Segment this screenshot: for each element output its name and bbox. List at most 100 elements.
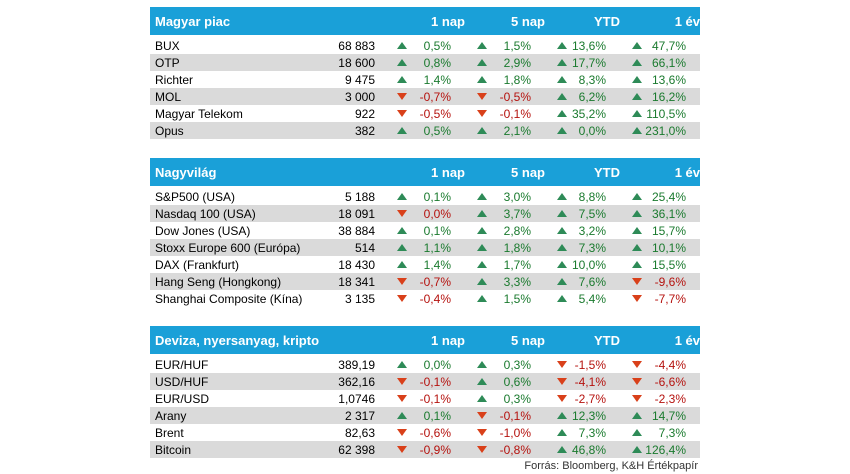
table-row: Brent 82,63 -0,6% -1,0% 7,3% 7,3% xyxy=(150,424,700,441)
triangle-up-icon xyxy=(397,227,407,234)
triangle-up-icon xyxy=(397,59,407,66)
change-percent: 0,1% xyxy=(423,408,451,423)
change-cell: 3,0% xyxy=(455,190,535,204)
change-cell: 36,1% xyxy=(610,207,690,221)
change-cell: 15,7% xyxy=(610,224,690,238)
change-cell: 3,7% xyxy=(455,207,535,221)
change-percent: 12,3% xyxy=(571,408,606,423)
table-row: EUR/HUF 389,19 0,0% 0,3% -1,5% -4,4% xyxy=(150,356,700,373)
column-header: YTD xyxy=(594,332,620,348)
change-cell: 17,7% xyxy=(535,56,610,70)
change-cell: 8,8% xyxy=(535,190,610,204)
table-row: Richter 9 475 1,4% 1,8% 8,3% 13,6% xyxy=(150,71,700,88)
triangle-up-icon xyxy=(557,412,567,419)
instrument-name: EUR/HUF xyxy=(155,357,209,372)
change-percent: 3,2% xyxy=(578,223,606,238)
triangle-up-icon xyxy=(397,127,407,134)
change-cell: -0,1% xyxy=(375,375,455,389)
change-percent: 1,7% xyxy=(503,257,531,272)
triangle-down-icon xyxy=(477,412,487,419)
instrument-value: 3 135 xyxy=(344,291,375,306)
change-cell: 2,9% xyxy=(455,56,535,70)
section-deviza-nyersanyag-kripto: Deviza, nyersanyag, kripto 1 nap 5 nap YTD 1… xyxy=(150,326,700,458)
section-spacer xyxy=(150,307,700,326)
instrument-name: Nasdaq 100 (USA) xyxy=(155,206,256,221)
triangle-up-icon xyxy=(477,244,487,251)
table-row: USD/HUF 362,16 -0,1% 0,6% -4,1% -6,6% xyxy=(150,373,700,390)
triangle-up-icon xyxy=(557,278,567,285)
triangle-up-icon xyxy=(477,395,487,402)
instrument-value: 62 398 xyxy=(338,442,375,457)
section-header: Nagyvilág 1 nap 5 nap YTD 1 év xyxy=(150,158,700,188)
market-summary-table: Magyar piac 1 nap 5 nap YTD 1 év BUX 68 883 0,5… xyxy=(150,7,700,474)
change-cell: 35,2% xyxy=(535,107,610,121)
instrument-name: Shanghai Composite (Kína) xyxy=(155,291,303,306)
change-percent: 1,5% xyxy=(503,291,531,306)
table-row: Shanghai Composite (Kína) 3 135 -0,4% 1,5% 5… xyxy=(150,290,700,307)
change-percent: -0,8% xyxy=(499,442,531,457)
change-cell: 2,8% xyxy=(455,224,535,238)
instrument-name: Magyar Telekom xyxy=(155,106,243,121)
change-percent: 0,1% xyxy=(423,223,451,238)
triangle-down-icon xyxy=(477,429,487,436)
change-cell: 7,3% xyxy=(535,426,610,440)
triangle-down-icon xyxy=(632,278,642,285)
change-percent: -0,6% xyxy=(419,425,451,440)
change-cell: 0,3% xyxy=(455,392,535,406)
change-cell: 16,2% xyxy=(610,90,690,104)
change-percent: 1,8% xyxy=(503,240,531,255)
triangle-down-icon xyxy=(397,110,407,117)
change-percent: 3,0% xyxy=(503,189,531,204)
triangle-up-icon xyxy=(477,361,487,368)
triangle-up-icon xyxy=(632,244,642,251)
change-percent: -1,5% xyxy=(574,357,606,372)
instrument-value: 362,16 xyxy=(338,374,375,389)
triangle-up-icon xyxy=(397,412,407,419)
change-percent: 0,3% xyxy=(503,357,531,372)
change-cell: 0,0% xyxy=(535,124,610,138)
change-percent: 5,4% xyxy=(578,291,606,306)
triangle-up-icon xyxy=(477,278,487,285)
change-percent: 66,1% xyxy=(651,55,686,70)
triangle-up-icon xyxy=(557,446,567,453)
triangle-up-icon xyxy=(557,193,567,200)
triangle-up-icon xyxy=(557,76,567,83)
triangle-up-icon xyxy=(557,42,567,49)
change-percent: 8,3% xyxy=(578,72,606,87)
change-percent: 7,5% xyxy=(578,206,606,221)
change-cell: 0,1% xyxy=(375,224,455,238)
change-cell: 12,3% xyxy=(535,409,610,423)
change-percent: 1,4% xyxy=(423,257,451,272)
change-cell: -6,6% xyxy=(610,375,690,389)
column-header: 1 nap xyxy=(431,164,465,180)
change-percent: -9,6% xyxy=(654,274,686,289)
table-row: Hang Seng (Hongkong) 18 341 -0,7% 3,3% 7,6% -… xyxy=(150,273,700,290)
change-cell: 1,5% xyxy=(455,292,535,306)
triangle-up-icon xyxy=(397,76,407,83)
column-header: 1 év xyxy=(674,332,700,348)
change-percent: 231,0% xyxy=(645,123,686,138)
change-cell: -2,3% xyxy=(610,392,690,406)
instrument-name: Hang Seng (Hongkong) xyxy=(155,274,282,289)
triangle-up-icon xyxy=(557,59,567,66)
triangle-up-icon xyxy=(557,295,567,302)
instrument-value: 68 883 xyxy=(338,38,375,53)
triangle-up-icon xyxy=(632,446,642,453)
triangle-up-icon xyxy=(477,378,487,385)
triangle-up-icon xyxy=(397,361,407,368)
change-percent: -0,1% xyxy=(419,374,451,389)
triangle-up-icon xyxy=(397,193,407,200)
instrument-name: MOL xyxy=(155,89,182,104)
change-cell: 0,6% xyxy=(455,375,535,389)
triangle-up-icon xyxy=(632,42,642,49)
change-cell: 0,3% xyxy=(455,358,535,372)
instrument-value: 514 xyxy=(354,240,375,255)
change-percent: 2,8% xyxy=(503,223,531,238)
change-percent: 1,4% xyxy=(423,72,451,87)
table-row: Bitcoin 62 398 -0,9% -0,8% 46,8% 126,4% xyxy=(150,441,700,458)
change-cell: -0,1% xyxy=(455,409,535,423)
instrument-value: 82,63 xyxy=(344,425,375,440)
change-percent: -4,4% xyxy=(654,357,686,372)
instrument-name: Arany xyxy=(155,408,187,423)
change-cell: -0,8% xyxy=(455,443,535,457)
